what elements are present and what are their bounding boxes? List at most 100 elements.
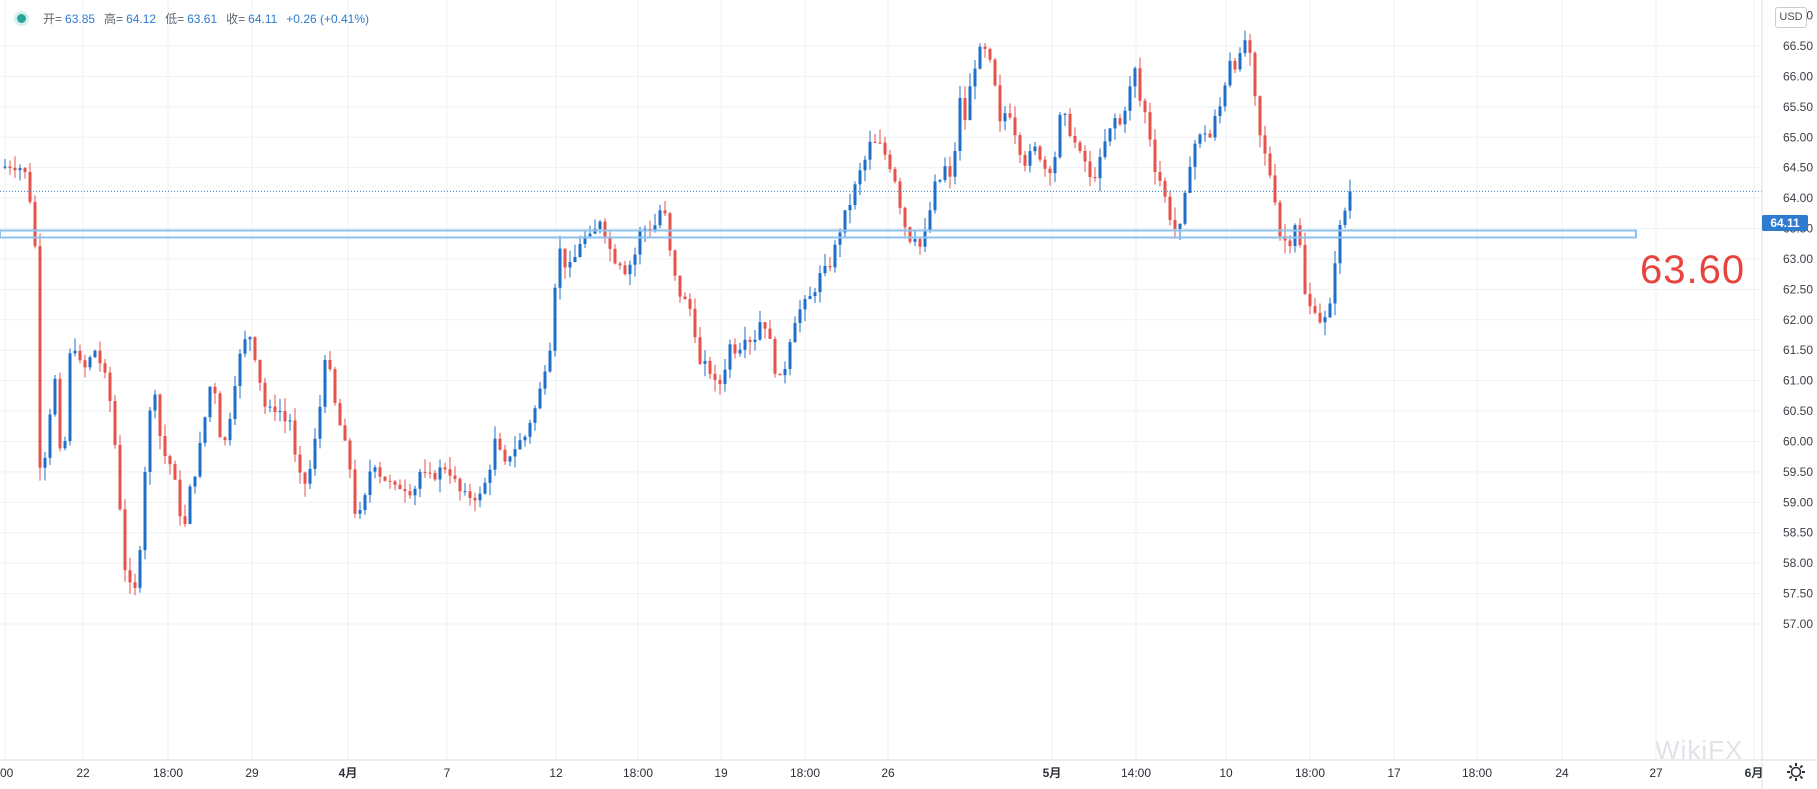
candle-body [173,464,177,480]
candle-body [848,205,852,211]
candle-body [963,98,967,121]
candle-body [578,243,582,257]
candle-body [443,467,447,470]
candle-body [548,350,552,372]
candle-body [188,486,192,524]
candle-body [158,394,162,437]
candle-body [103,363,107,373]
candle-body [1093,176,1097,179]
candle-body [493,438,497,470]
candle-body [623,265,627,275]
candle-body [88,357,92,368]
x-tick-label: 7 [444,766,451,780]
x-tick-label: 26 [881,766,895,780]
candle-body [1178,223,1182,229]
candle-body [1118,118,1122,125]
candle-body [1183,192,1187,224]
x-tick-label: 27 [1649,766,1663,780]
candle-body [958,98,962,152]
x-tick-label: 18:00 [623,766,653,780]
candle-body [1203,133,1207,135]
candle-body [428,472,432,474]
candle-body [163,436,167,457]
candle-body [738,349,742,354]
candle-body [683,296,687,300]
candle-body [353,469,357,514]
y-tick-label: 59.50 [1783,465,1813,479]
candle-body [1298,225,1302,246]
candle-body [333,369,337,404]
candle-body [613,248,617,264]
candle-body [798,309,802,324]
candle-body [528,422,532,437]
candle-body [1163,180,1167,197]
candle-body [748,339,752,343]
candle-body [1018,135,1022,155]
y-tick-label: 66.50 [1783,39,1813,53]
candle-body [1328,303,1332,318]
candle-body [998,85,1002,122]
change-value: +0.26 (+0.41%) [286,11,370,26]
candle-body [913,239,917,242]
candle-body [583,236,587,244]
x-tick-label: 17 [1387,766,1401,780]
candle-body [1248,40,1252,53]
x-tick-label: 10 [1219,766,1233,780]
support-level-band[interactable] [0,229,1637,239]
candle-body [853,184,857,206]
candle-body [538,388,542,409]
candle-body [248,337,252,340]
candle-body [423,471,427,473]
candle-body [83,360,87,368]
candle-body [618,263,622,266]
settings-gear-icon[interactable] [1786,762,1806,782]
candle-body [993,59,997,86]
candle-body [983,46,987,49]
series-indicator-icon[interactable] [14,11,29,26]
candle-body [118,445,122,510]
candle-body [628,264,632,275]
candle-body [608,237,612,249]
candle-body [128,570,132,583]
candle-body [303,472,307,484]
candle-body [403,489,407,492]
x-tick-label: 12 [549,766,563,780]
candle-body [568,262,572,268]
candle-body [1273,175,1277,203]
candle-body [573,256,577,263]
candle-body [1308,293,1312,307]
candle-body [513,449,517,457]
currency-button[interactable]: USD [1775,7,1807,28]
candle-body [123,509,127,571]
candle-body [1278,202,1282,237]
y-tick-label: 66.00 [1783,69,1813,83]
candle-body [1153,139,1157,173]
candle-body [598,221,602,229]
y-tick-label: 61.00 [1783,374,1813,388]
x-tick-label: 18:00 [1462,766,1492,780]
candle-body [418,471,422,489]
candle-body [153,394,157,411]
candle-body [868,141,872,160]
candle-body [1173,219,1177,229]
candle-body [783,369,787,376]
x-tick-label: 18:00 [1295,766,1325,780]
candle-body [1258,96,1262,136]
x-tick-label: 19 [714,766,728,780]
candle-body [1113,118,1117,129]
close-label: 收= [226,12,246,26]
ohlc-legend: 开= 63.85 高= 64.12 低= 63.61 收= 64.11 +0.26 (+… [14,10,378,27]
candle-body [293,420,297,455]
y-tick-label: 57.00 [1783,617,1813,631]
candle-body [108,372,112,401]
candle-body [218,393,222,438]
candle-body [1263,135,1267,154]
candle-body [1033,146,1037,152]
candle-body [553,287,557,351]
candle-body [93,350,97,358]
candle-body [208,386,212,418]
candle-body [338,403,342,426]
candle-body [148,410,152,472]
candle-body [1073,135,1077,143]
